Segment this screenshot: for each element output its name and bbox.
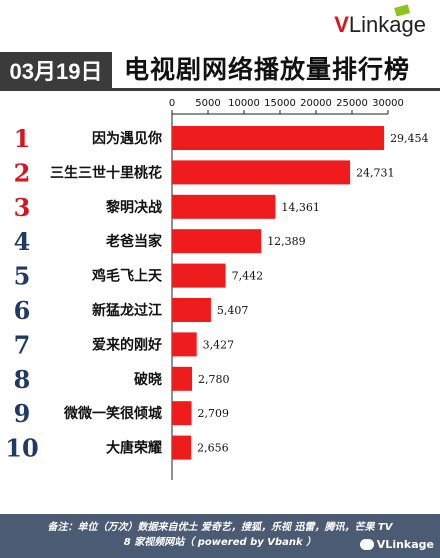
x-tick-label: 30000 — [372, 98, 404, 109]
x-tick-label: 25000 — [336, 98, 368, 109]
rank-number: 3 — [14, 193, 31, 222]
vlinkage-logo: VLinkage — [334, 12, 426, 42]
bar — [172, 160, 350, 184]
x-tick-label: 15000 — [264, 98, 296, 109]
bar — [172, 264, 226, 288]
watermark-text: VLinkage — [377, 537, 434, 552]
footer-note: 备注：单位（万次）数据来自优土 爱奇艺，搜狐，乐视 迅雷，腾讯，芒果 TV — [0, 520, 440, 535]
x-tick-label: 20000 — [300, 98, 332, 109]
footer: 备注：单位（万次）数据来自优土 爱奇艺，搜狐，乐视 迅雷，腾讯，芒果 TV 8 … — [0, 514, 440, 558]
x-tick-label: 5000 — [195, 98, 220, 109]
value-label: 5,407 — [217, 304, 249, 317]
category-label: 微微一笑很倾城 — [63, 405, 162, 422]
bar — [172, 298, 211, 322]
rank-number: 6 — [14, 296, 31, 325]
category-label: 爱来的刚好 — [92, 336, 162, 353]
bar-chart: 0 5000 10000 15000 20000 25000 30000 1 因为遇见你 29,4… — [0, 88, 440, 508]
bar — [172, 229, 261, 253]
date-badge: 03月19日 — [0, 52, 112, 88]
bar — [172, 367, 192, 391]
category-label: 大唐荣耀 — [106, 440, 162, 457]
rank-number: 9 — [14, 399, 31, 428]
rank-number: 7 — [14, 330, 31, 359]
rank-number: 2 — [14, 158, 31, 187]
wechat-watermark: VLinkage — [360, 537, 434, 552]
value-label: 14,361 — [281, 201, 320, 214]
category-label: 鸡毛飞上天 — [91, 268, 163, 285]
x-tick-label: 0 — [169, 98, 175, 109]
category-label: 三生三世十里桃花 — [50, 164, 162, 181]
rank-number: 5 — [14, 262, 31, 291]
bar — [172, 401, 192, 425]
rank-number: 8 — [14, 365, 31, 394]
value-label: 3,427 — [203, 338, 235, 351]
bar — [172, 436, 191, 460]
rank-number: 1 — [14, 124, 31, 153]
logo-leaf-icon — [394, 4, 410, 16]
logo-v: V — [334, 12, 349, 37]
value-label: 29,454 — [390, 132, 429, 145]
wechat-icon — [360, 539, 374, 550]
value-label: 12,389 — [267, 235, 306, 248]
category-label: 破晓 — [134, 371, 162, 388]
value-label: 7,442 — [232, 270, 264, 283]
value-label: 2,709 — [198, 407, 230, 420]
value-label: 2,656 — [197, 442, 229, 455]
bar — [172, 126, 384, 150]
category-label: 新猛龙过江 — [92, 302, 162, 319]
x-tick-label: 10000 — [228, 98, 260, 109]
page-title: 电视剧网络播放量排行榜 — [124, 50, 410, 90]
category-label: 因为遇见你 — [92, 130, 162, 147]
category-label: 黎明决战 — [106, 199, 162, 216]
logo-text: Linkage — [349, 12, 426, 37]
rank-number: 10 — [5, 434, 38, 463]
value-label: 2,780 — [198, 373, 230, 386]
bar — [172, 332, 197, 356]
rank-number: 4 — [14, 227, 31, 256]
bar — [172, 195, 275, 219]
value-label: 24,731 — [356, 166, 395, 179]
category-label: 老爸当家 — [106, 233, 163, 250]
